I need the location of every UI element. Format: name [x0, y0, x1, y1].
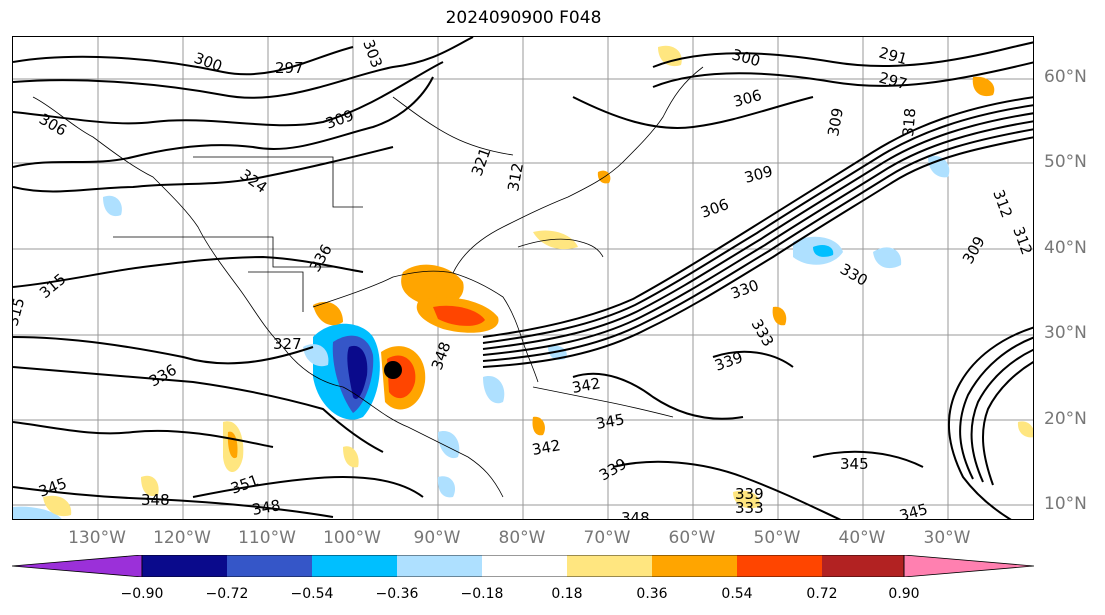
contour-label: 309: [824, 106, 847, 137]
contour-label: 306: [731, 86, 763, 111]
lon-label-60w: 60°W: [668, 528, 716, 548]
contour-label: 348: [251, 496, 282, 519]
colorbar-tick-label: 0.54: [721, 586, 753, 602]
contour-label: 348: [428, 339, 455, 372]
contour-label: 315: [13, 296, 28, 328]
lon-label-40w: 40°W: [838, 528, 886, 548]
contour-label: 324: [237, 166, 271, 197]
contour-label: 315: [36, 270, 70, 302]
lon-label-30w: 30°W: [923, 528, 971, 548]
contour-label: 312: [504, 161, 527, 192]
lon-label-70w: 70°W: [583, 528, 631, 548]
lon-label-110w: 110°W: [238, 528, 296, 548]
contour-label: 309: [959, 233, 989, 267]
contour-label: 345: [595, 410, 626, 433]
contour-label: 342: [571, 374, 602, 397]
colorbar-tick-label: 0.72: [806, 586, 838, 602]
contour-label: 351: [228, 471, 261, 498]
contour-label: 300: [192, 49, 225, 76]
lat-label-50n: 50°N: [1044, 152, 1087, 172]
contour-label: 330: [837, 260, 871, 290]
contour-label: 312: [989, 187, 1016, 220]
colorbar: [12, 555, 1034, 577]
lat-label-20n: 20°N: [1044, 409, 1087, 429]
colorbar-right-arrow: [903, 555, 1034, 577]
contour-label: 336: [306, 241, 336, 275]
lat-label-30n: 30°N: [1044, 323, 1087, 343]
contour-label: 309: [323, 106, 356, 133]
colorbar-segment: [312, 555, 397, 577]
contour-label: 348: [621, 509, 650, 520]
contour-label: 297: [275, 59, 304, 77]
lon-label-120w: 120°W: [153, 528, 211, 548]
graticule: [13, 37, 1033, 519]
colorbar-segment: [822, 555, 904, 577]
contour-label: 345: [36, 474, 69, 501]
contour-label: 321: [468, 145, 495, 178]
colorbar-tick-label: 0.36: [636, 586, 668, 602]
contour-label: 342: [531, 436, 562, 459]
isolines: [13, 37, 1033, 519]
colorbar-segment: [737, 555, 822, 577]
colorbar-tick-label: 0.18: [551, 586, 583, 602]
contour-label: 327: [273, 335, 302, 353]
contour-label: 312: [1009, 224, 1034, 257]
colorbar-tick-label: −0.18: [460, 586, 504, 602]
lon-label-80w: 80°W: [498, 528, 546, 548]
contour-label: 309: [742, 162, 774, 187]
contour-label: 345: [840, 455, 869, 473]
contour-label: 297: [877, 68, 909, 93]
colorbar-tick-label: −0.72: [205, 586, 249, 602]
colorbar-tick-label: −0.54: [290, 586, 334, 602]
colorbar-left-arrow: [12, 555, 143, 577]
colorbar-segment: [482, 555, 567, 577]
lon-label-90w: 90°W: [413, 528, 461, 548]
colorbar-tick-label: −0.36: [375, 586, 419, 602]
contour-label: 303: [359, 37, 386, 70]
contour-label: 336: [146, 361, 180, 391]
contour-label: 291: [877, 43, 909, 68]
map-title: 2024090900 F048: [445, 8, 602, 28]
contour-label: 333: [735, 499, 764, 517]
contour-label: 339: [596, 455, 630, 485]
contour-label: 333: [748, 316, 778, 350]
colorbar-segment: [142, 555, 227, 577]
colorbar-segment: [652, 555, 737, 577]
coastlines: [32, 66, 704, 498]
colorbar-segment: [567, 555, 652, 577]
contour-label: 345: [897, 500, 929, 520]
lon-label-100w: 100°W: [323, 528, 381, 548]
colorbar-tick-label: 0.90: [888, 586, 920, 602]
contour-label: 348: [141, 491, 170, 509]
shading-layer: [13, 45, 1033, 519]
contour-label: 306: [698, 195, 731, 222]
storm-center[interactable]: [384, 361, 402, 379]
lat-label-40n: 40°N: [1044, 238, 1087, 258]
colorbar-segment: [397, 555, 482, 577]
lon-label-130w: 130°W: [68, 528, 126, 548]
contour-label: 339: [735, 485, 764, 503]
lat-label-10n: 10°N: [1044, 494, 1087, 514]
colorbar-segment: [227, 555, 312, 577]
lon-label-50w: 50°W: [753, 528, 801, 548]
lat-label-60n: 60°N: [1044, 67, 1087, 87]
map-panel[interactable]: 300 297 303 309 306 291 297 300 306 309 …: [12, 36, 1034, 520]
colorbar-tick-label: −0.90: [120, 586, 164, 602]
contour-label: 300: [730, 45, 762, 70]
contour-label: 339: [712, 348, 745, 375]
contour-label: 318: [899, 107, 919, 137]
map-canvas: 300 297 303 309 306 291 297 300 306 309 …: [13, 37, 1034, 520]
